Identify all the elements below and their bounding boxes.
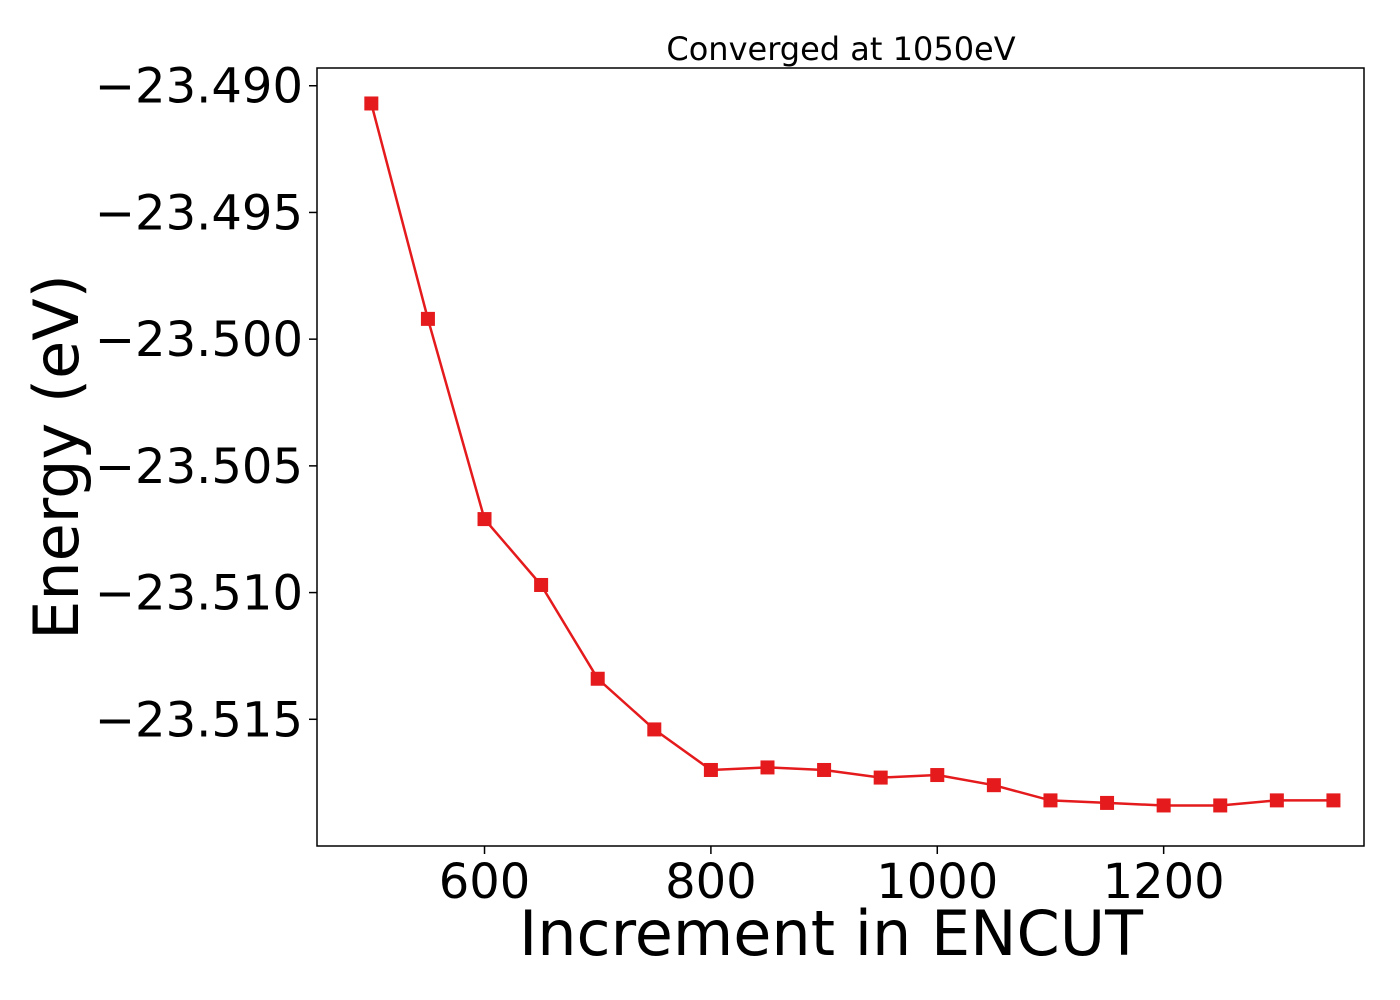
data-point [1269, 793, 1284, 808]
data-point [534, 577, 549, 592]
data-point [1326, 793, 1341, 808]
series-energy [364, 96, 1341, 813]
y-tick-label: −23.505 [95, 439, 303, 495]
chart-title: Converged at 1050eV [666, 30, 1015, 68]
data-point [703, 762, 718, 777]
series-line [370, 103, 1334, 807]
x-tick-label: 1200 [1103, 854, 1225, 910]
y-tick-label: −23.510 [95, 566, 303, 622]
data-point [364, 96, 379, 111]
data-point [817, 762, 832, 777]
y-tick-label: −23.515 [95, 692, 303, 748]
data-point [873, 770, 888, 785]
y-tick-label: −23.500 [95, 312, 303, 368]
data-point [590, 671, 605, 686]
x-tick-label: 600 [439, 854, 531, 910]
data-point [477, 512, 492, 527]
x-tick-label: 1000 [876, 854, 998, 910]
data-point [420, 311, 435, 326]
x-axis-label: Increment in ENCUT [519, 897, 1144, 970]
y-axis: −23.490 −23.495 −23.500 −23.505 −23.510 −23.5… [95, 59, 317, 748]
data-point [1213, 798, 1228, 813]
y-tick-label: −23.490 [95, 59, 303, 115]
data-point [1156, 798, 1171, 813]
y-tick-label: −23.495 [95, 185, 303, 241]
y-axis-label: Energy (eV) [20, 274, 93, 640]
data-point [1043, 793, 1058, 808]
data-point [986, 778, 1001, 793]
data-point [760, 760, 775, 775]
x-tick-label: 800 [665, 854, 757, 910]
data-point [1100, 795, 1115, 810]
plot-frame [316, 67, 1365, 847]
data-point [930, 768, 945, 783]
x-axis: 600 800 1000 1200 [439, 846, 1225, 910]
data-point [647, 722, 662, 737]
